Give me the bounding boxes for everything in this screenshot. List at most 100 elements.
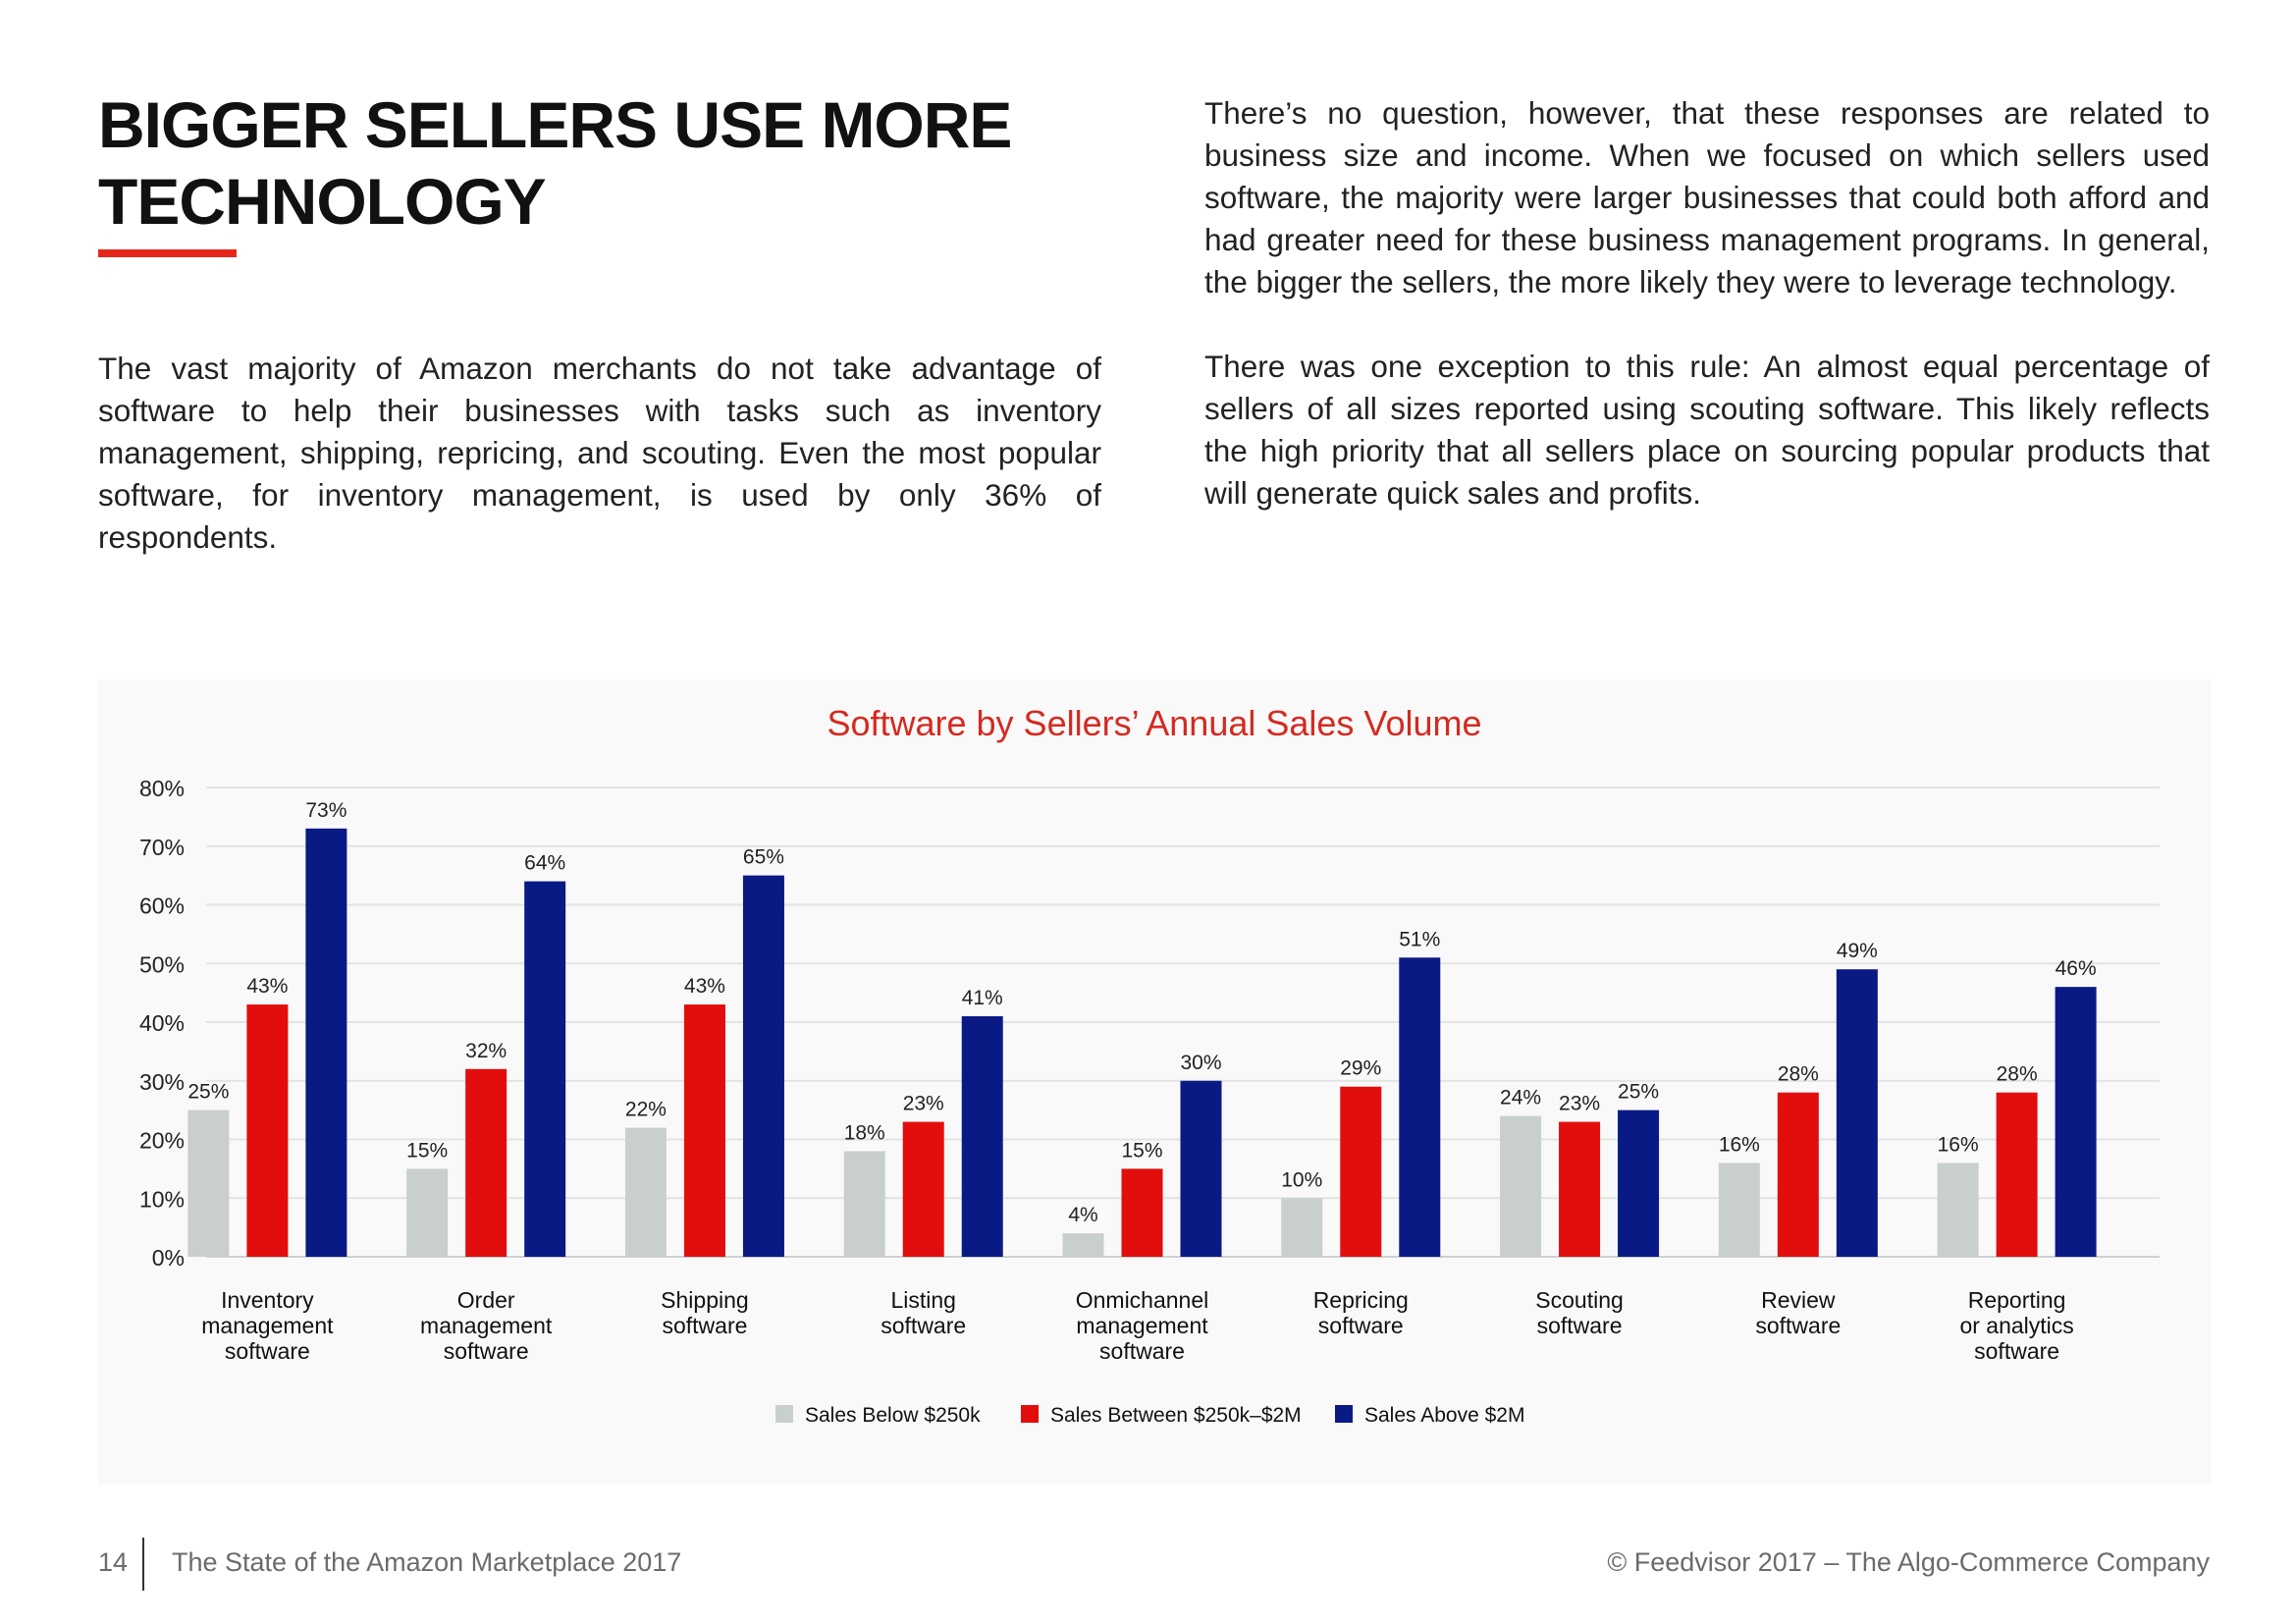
software-bar-chart: Software by Sellers’ Annual Sales Volume…	[139, 703, 2160, 1427]
bar	[524, 881, 566, 1257]
category-label: management	[1076, 1313, 1208, 1338]
bar	[2055, 987, 2097, 1257]
bar	[187, 1110, 230, 1257]
title-accent-bar	[98, 249, 237, 257]
bar	[1777, 1092, 1819, 1257]
page-title: BIGGER SELLERS USE MORE TECHNOLOGY	[98, 88, 1012, 238]
bar-value-label: 16%	[1938, 1133, 1979, 1156]
bar	[1937, 1163, 1979, 1257]
bar-value-label: 28%	[1997, 1063, 2038, 1086]
bar	[1500, 1115, 1542, 1257]
category-label: Review	[1761, 1287, 1836, 1313]
y-tick-label: 80%	[139, 776, 185, 801]
bar-value-label: 10%	[1281, 1168, 1322, 1191]
category-label: software	[444, 1338, 529, 1364]
bar	[742, 875, 784, 1257]
category-label: Repricing	[1313, 1287, 1409, 1313]
bar	[624, 1127, 667, 1257]
category-label: software	[1537, 1313, 1623, 1338]
legend-swatch	[1335, 1405, 1353, 1423]
bar	[1836, 969, 1878, 1257]
y-tick-label: 70%	[139, 835, 185, 860]
category-label: management	[420, 1313, 553, 1338]
bar-value-label: 29%	[1340, 1057, 1381, 1080]
category-label: software	[1974, 1338, 2059, 1364]
exception-paragraph: There was one exception to this rule: An…	[1204, 349, 2210, 511]
bar-value-label: 64%	[524, 852, 565, 875]
legend-label: Sales Above $2M	[1364, 1404, 1524, 1427]
bar-value-label: 32%	[465, 1040, 507, 1062]
size-income-paragraph: There’s no question, however, that these…	[1204, 95, 2210, 299]
bar	[1121, 1168, 1163, 1257]
bar-value-label: 43%	[246, 975, 288, 998]
legend-label: Sales Below $250k	[805, 1404, 981, 1427]
category-label: Onmichannel	[1076, 1287, 1209, 1313]
bar-value-label: 43%	[684, 975, 725, 998]
bar-value-label: 28%	[1778, 1063, 1819, 1086]
legend-swatch	[775, 1405, 793, 1423]
category-label: Order	[457, 1287, 515, 1313]
page-number: 14	[98, 1547, 129, 1577]
category-label: software	[1755, 1313, 1841, 1338]
chart-panel: Software by Sellers’ Annual Sales Volume…	[98, 679, 2211, 1485]
category-label: software	[225, 1338, 310, 1364]
bar	[305, 828, 347, 1257]
y-tick-label: 50%	[139, 951, 185, 977]
bar-value-label: 41%	[962, 987, 1003, 1009]
category-label: Listing	[890, 1287, 955, 1313]
category-label: software	[662, 1313, 747, 1338]
bar	[961, 1016, 1003, 1257]
bar-value-label: 4%	[1068, 1204, 1097, 1226]
legend-swatch	[1021, 1405, 1039, 1423]
category-label: Scouting	[1535, 1287, 1624, 1313]
bar	[1618, 1110, 1660, 1257]
category-label: or analytics	[1959, 1313, 2073, 1338]
bar	[246, 1004, 289, 1257]
category-label: Reporting	[1968, 1287, 2066, 1313]
footer-divider	[142, 1538, 144, 1591]
bar-value-label: 23%	[1559, 1093, 1600, 1115]
bar-value-label: 24%	[1500, 1087, 1541, 1110]
bar	[1996, 1092, 2038, 1257]
bar-value-label: 73%	[305, 799, 347, 822]
bar	[1062, 1233, 1104, 1257]
category-label: Inventory	[221, 1287, 314, 1313]
bar-value-label: 46%	[2056, 957, 2097, 980]
y-tick-label: 40%	[139, 1010, 185, 1036]
category-label: software	[881, 1313, 966, 1338]
y-tick-label: 0%	[152, 1245, 185, 1271]
bar	[1281, 1198, 1323, 1257]
bar-value-label: 25%	[1618, 1081, 1659, 1104]
bar	[1340, 1086, 1382, 1257]
bar-value-label: 18%	[844, 1121, 885, 1144]
footer-copyright: © Feedvisor 2017 – The Algo-Commerce Com…	[1607, 1547, 2210, 1577]
legend-label: Sales Between $250k–$2M	[1050, 1404, 1302, 1427]
bar-value-label: 15%	[1121, 1139, 1162, 1162]
bar-value-label: 22%	[625, 1099, 667, 1121]
bar-value-label: 25%	[187, 1081, 229, 1104]
bar-value-label: 49%	[1837, 940, 1878, 962]
category-label: Shipping	[661, 1287, 749, 1313]
bar-value-label: 65%	[743, 846, 784, 869]
category-label: software	[1099, 1338, 1185, 1364]
category-label: management	[201, 1313, 334, 1338]
y-tick-label: 30%	[139, 1069, 185, 1095]
bar-value-label: 51%	[1399, 928, 1440, 950]
bar	[683, 1004, 725, 1257]
intro-paragraph: The vast majority of Amazon merchants do…	[98, 351, 1101, 555]
bar	[1718, 1163, 1760, 1257]
footer-publication-title: The State of the Amazon Marketplace 2017	[172, 1547, 682, 1577]
bar-value-label: 30%	[1180, 1052, 1221, 1074]
chart-title: Software by Sellers’ Annual Sales Volume	[827, 703, 1481, 743]
bar-value-label: 15%	[406, 1139, 448, 1162]
y-tick-label: 60%	[139, 893, 185, 919]
y-tick-label: 10%	[139, 1186, 185, 1212]
bar-value-label: 23%	[903, 1093, 944, 1115]
bar	[1559, 1121, 1601, 1257]
bar	[902, 1121, 944, 1257]
bar	[465, 1068, 507, 1257]
category-label: software	[1318, 1313, 1404, 1338]
bar	[843, 1151, 885, 1257]
bar	[406, 1168, 449, 1257]
bar	[1399, 957, 1441, 1257]
